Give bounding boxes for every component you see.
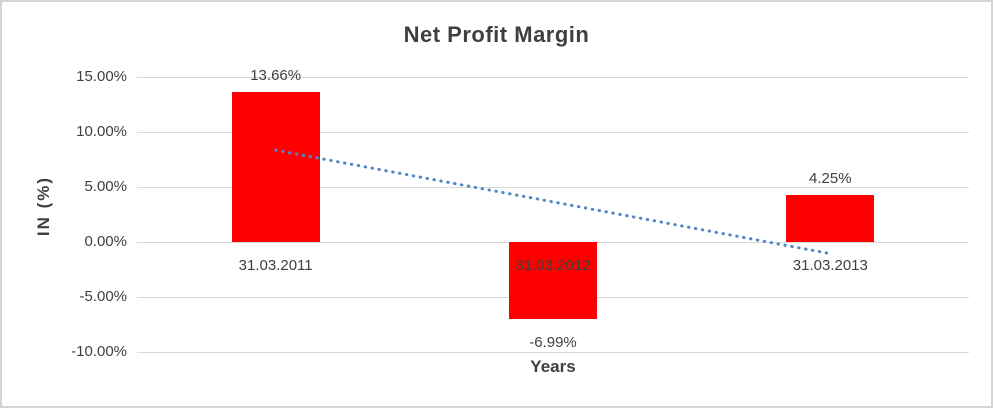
bar-31.03.2012	[509, 242, 597, 319]
y-tick-label-15: 15.00%	[76, 68, 127, 85]
gridline-15	[137, 77, 969, 78]
y-tick-label-10: 10.00%	[76, 123, 127, 140]
gridline-10	[137, 132, 969, 133]
category-label-31.03.2012: 31.03.2012	[515, 257, 591, 274]
category-label-31.03.2011: 31.03.2011	[238, 257, 313, 274]
chart-title: Net Profit Margin	[403, 22, 590, 47]
trendline	[274, 148, 832, 256]
y-tick-label--10: -10.00%	[71, 343, 127, 360]
category-label-31.03.2013: 31.03.2013	[792, 257, 868, 274]
y-tick-label-0: 0.00%	[84, 233, 127, 250]
y-tick-label--5: -5.00%	[79, 288, 127, 305]
bar-31.03.2013	[786, 195, 875, 242]
value-label-31.03.2011: 13.66%	[250, 66, 302, 84]
value-label-31.03.2012: -6.99%	[529, 333, 577, 351]
gridline--10	[137, 352, 969, 353]
x-axis-title: Years	[530, 357, 576, 376]
value-label-31.03.2013: 4.25%	[809, 170, 852, 188]
bar-31.03.2011	[231, 91, 320, 242]
y-tick-label-5: 5.00%	[84, 178, 127, 195]
